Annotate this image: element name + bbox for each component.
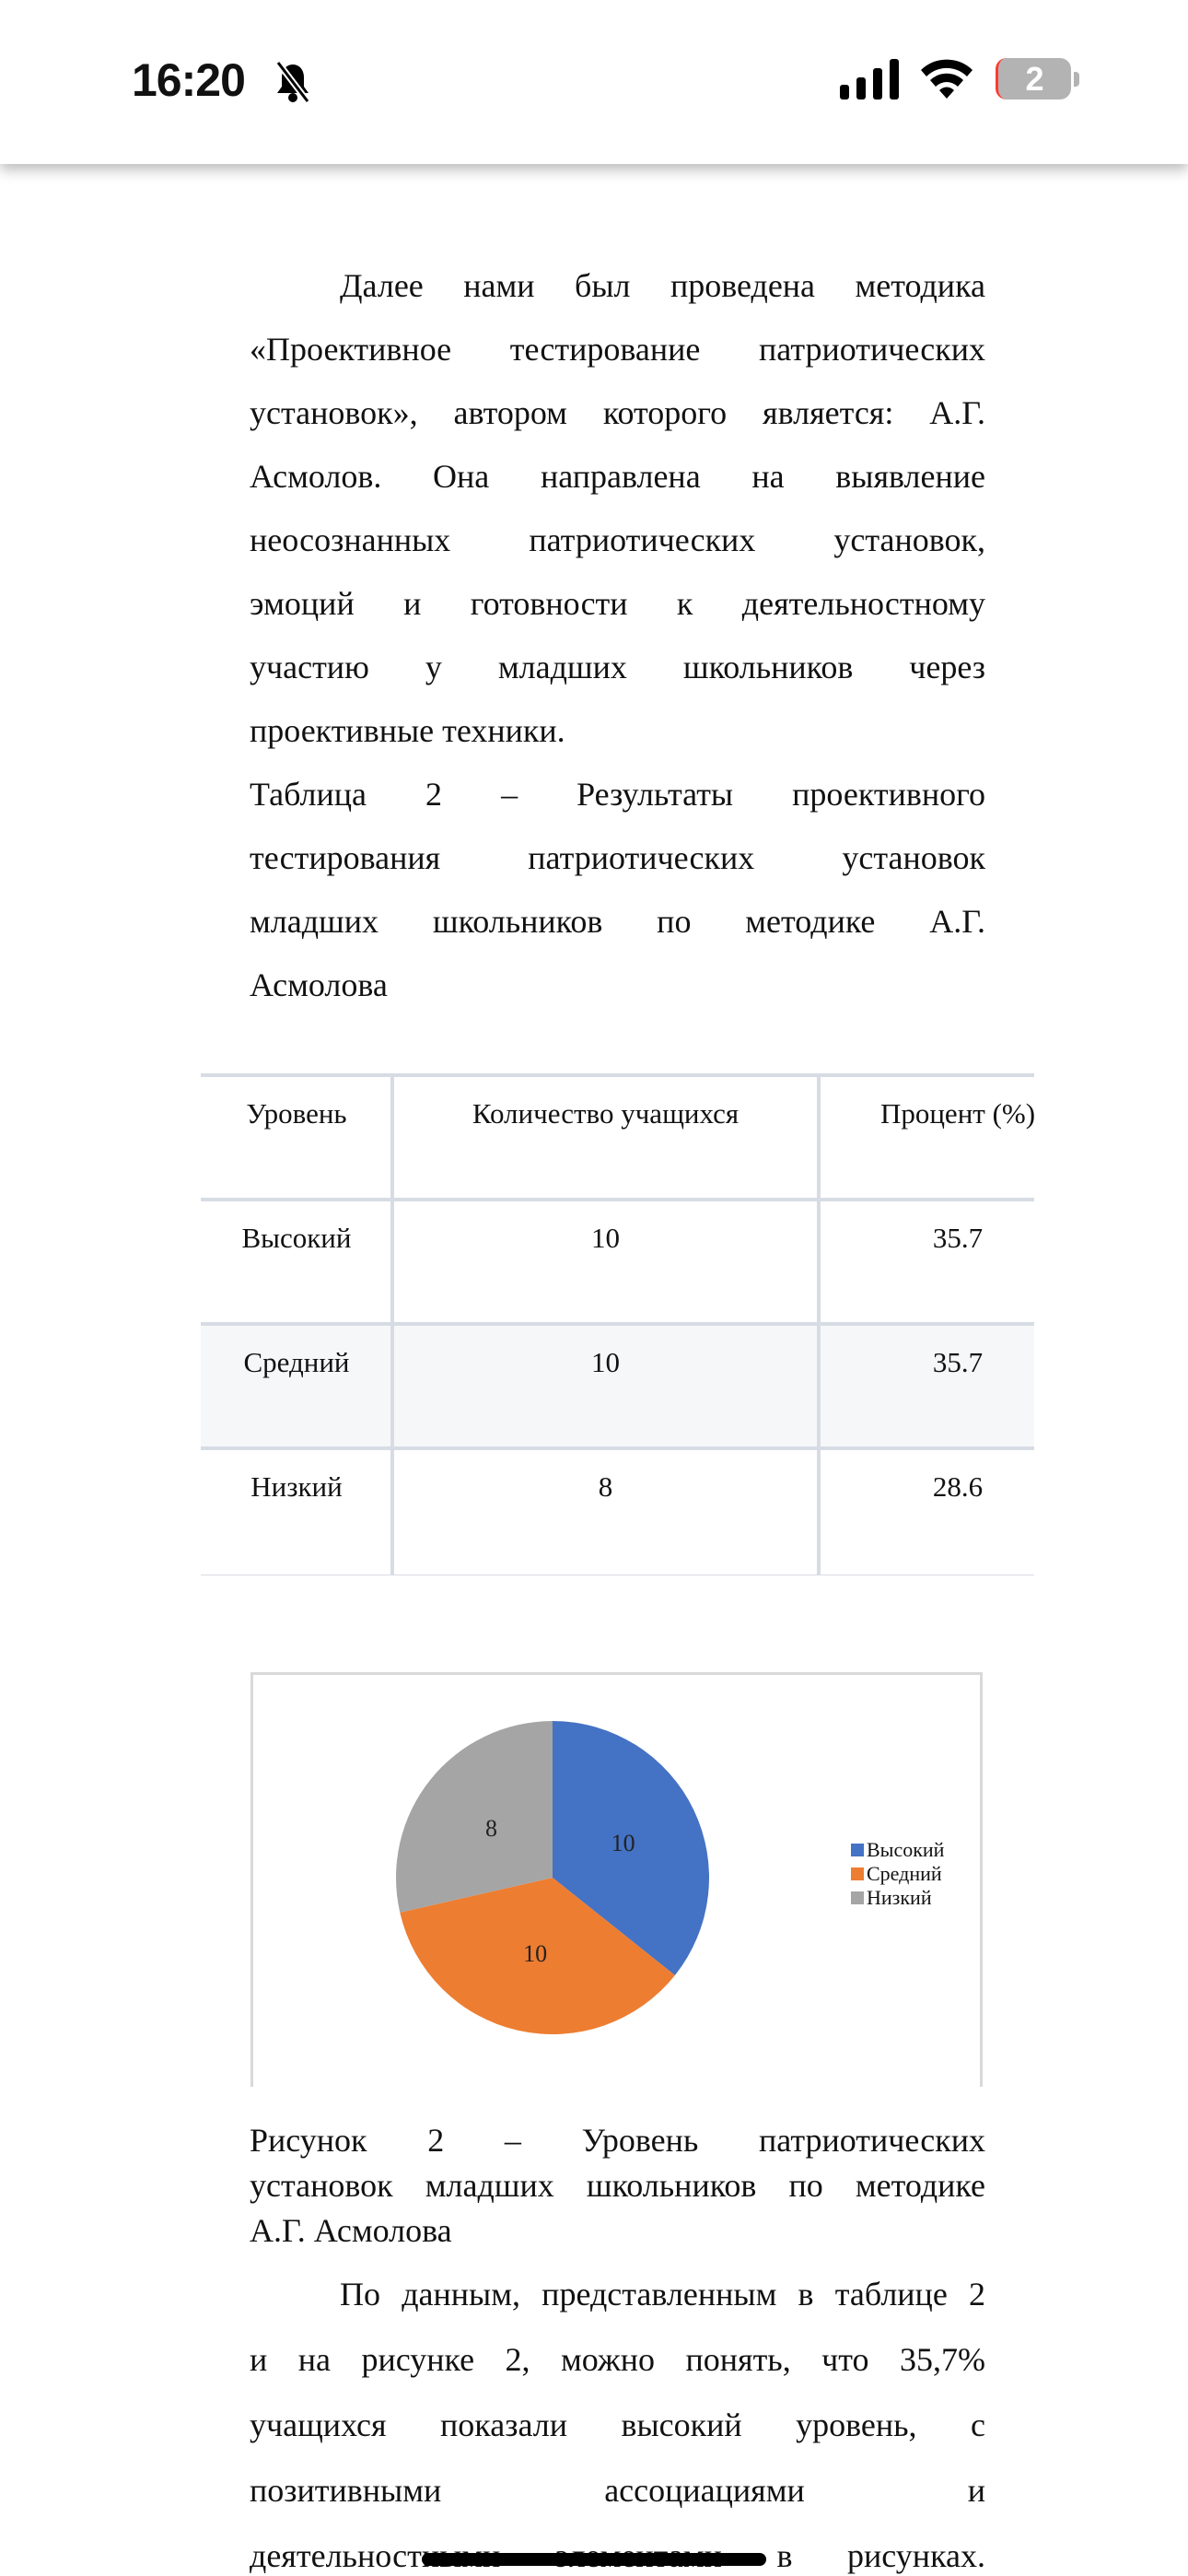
legend-swatch xyxy=(851,1844,864,1856)
bell-slash-icon xyxy=(275,61,310,103)
battery-level: 2 xyxy=(1025,60,1044,98)
text-line: младших школьников по методике А.Г. xyxy=(250,903,985,940)
cell-percent: 35.7 xyxy=(932,1222,984,1254)
header-percent: Процент (%) xyxy=(879,1097,1034,1130)
cell-percent: 28.6 xyxy=(932,1470,984,1503)
pie-slice-0 xyxy=(553,1721,709,1975)
text-line: А.Г. Асмолова xyxy=(250,2212,452,2249)
text-line: участию у младших школьников через xyxy=(250,649,985,685)
header-count: Количество учащихся xyxy=(472,1097,740,1130)
text-line: проективные техники. xyxy=(250,712,565,749)
pie-chart-frame xyxy=(250,1672,983,2087)
battery-icon: 2 xyxy=(996,58,1071,100)
table-row: Высокий 10 35.7 xyxy=(201,1198,1034,1326)
pie-data-label: 10 xyxy=(611,1830,635,1856)
legend-item: Низкий xyxy=(851,1886,944,1910)
chart-legend: Высокий Средний Низкий xyxy=(851,1838,944,1910)
text-line: установок», автором которого является: А… xyxy=(250,394,985,431)
text-line: тестирования патриотических установок xyxy=(250,839,985,876)
text-line: «Проективное тестирование патриотических xyxy=(250,331,985,368)
text-line: установок младших школьников по методике xyxy=(250,2167,985,2204)
battery-tip xyxy=(1074,72,1079,87)
cell-level: Низкий xyxy=(250,1470,343,1503)
text-line: Далее нами был проведена методика xyxy=(340,267,985,304)
cell-count: 10 xyxy=(591,1222,620,1254)
pie-slice-1 xyxy=(400,1878,675,2035)
table-row: Низкий 8 28.6 xyxy=(201,1446,1034,1575)
legend-item: Высокий xyxy=(851,1838,944,1862)
text-line: Асмолов. Она направлена на выявление xyxy=(250,458,985,495)
cell-level: Средний xyxy=(243,1346,350,1378)
legend-label: Средний xyxy=(867,1862,942,1885)
legend-swatch xyxy=(851,1868,864,1880)
signal-icon xyxy=(840,59,899,100)
column-divider xyxy=(817,1073,821,1575)
text-line: Асмолова xyxy=(250,966,388,1003)
text-line: и на рисунке 2, можно понять, что 35,7% xyxy=(250,2341,985,2378)
text-line: Таблица 2 – Результаты проективного xyxy=(250,776,985,813)
cell-count: 10 xyxy=(591,1346,620,1378)
text-line: эмоций и готовности к деятельностному xyxy=(250,585,985,622)
legend-label: Низкий xyxy=(867,1886,932,1909)
results-table[interactable]: Уровень Количество учащихся Процент (%) … xyxy=(201,1073,1034,1575)
table-row: Средний 10 35.7 xyxy=(201,1322,1034,1450)
pie-data-label: 8 xyxy=(485,1815,497,1842)
home-indicator[interactable] xyxy=(422,2553,766,2566)
text-line: Рисунок 2 – Уровень патриотических xyxy=(250,2122,985,2159)
cell-level: Высокий xyxy=(241,1222,352,1254)
status-bar: 16:20 2 xyxy=(0,0,1188,164)
status-time: 16:20 xyxy=(132,54,246,106)
legend-swatch xyxy=(851,1891,864,1904)
text-line: учащихся показали высокий уровень, с xyxy=(250,2406,985,2443)
column-divider xyxy=(390,1073,394,1575)
legend-item: Средний xyxy=(851,1862,944,1886)
cell-percent: 35.7 xyxy=(932,1346,984,1378)
legend-label: Высокий xyxy=(867,1838,945,1861)
text-line: позитивными ассоциациями и xyxy=(250,2472,985,2509)
header-level: Уровень xyxy=(246,1097,347,1130)
text-line: неосознанных патриотических установок, xyxy=(250,521,985,558)
wifi-icon xyxy=(921,59,973,99)
text-line: По данным, представленным в таблице 2 xyxy=(340,2276,985,2313)
cell-count: 8 xyxy=(598,1470,613,1503)
pie-slice-2 xyxy=(395,1721,553,1913)
pie-data-label: 10 xyxy=(523,1940,547,1967)
table-header-row: Уровень Количество учащихся Процент (%) xyxy=(201,1073,1034,1201)
